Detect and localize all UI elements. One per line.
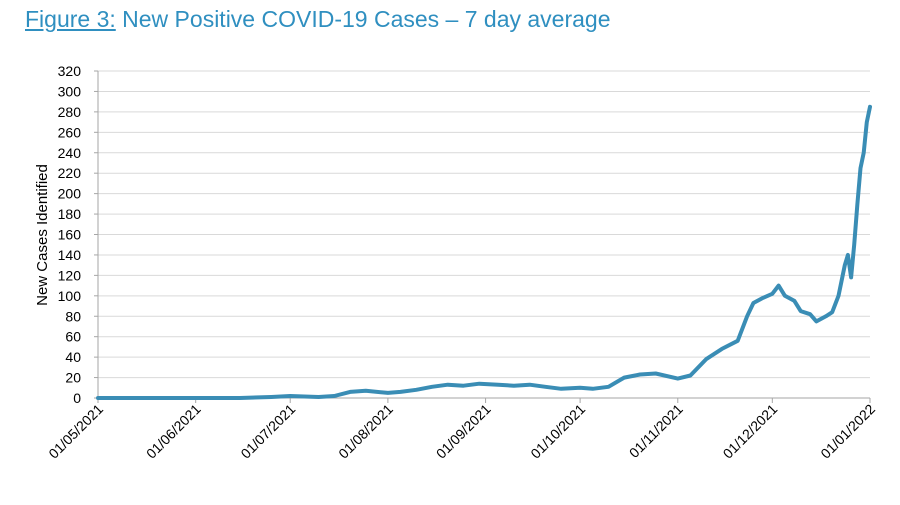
y-tick-label: 180 xyxy=(58,206,82,222)
x-tick-label: 01/09/2021 xyxy=(433,401,494,462)
x-tick-label: 01/10/2021 xyxy=(527,401,588,462)
x-axis-ticks: 01/05/2021 01/06/2021 01/07/2021 01/08/2021… xyxy=(45,398,878,462)
y-tick-label: 300 xyxy=(58,83,82,99)
figure-label: Figure 3: xyxy=(25,6,116,32)
y-tick-label: 240 xyxy=(58,145,82,161)
y-tick-label: 140 xyxy=(58,247,82,263)
x-tick-label: 01/12/2021 xyxy=(720,401,781,462)
y-tick-label: 40 xyxy=(65,349,81,365)
gridlines xyxy=(98,70,870,379)
y-tick-label: 160 xyxy=(58,227,82,243)
y-tick-label: 200 xyxy=(58,186,82,202)
x-tick-label: 01/06/2021 xyxy=(143,401,204,462)
x-tick-label: 01/01/2022 xyxy=(817,401,878,462)
chart-title: Figure 3: New Positive COVID-19 Cases – … xyxy=(25,6,611,33)
y-tick-label: 100 xyxy=(58,288,82,304)
y-tick-label: 80 xyxy=(65,308,81,324)
y-axis-ticks: 0 20 40 60 80 100 120 140 160 180 200 220 240 260 280 3… xyxy=(58,63,98,406)
y-tick-label: 220 xyxy=(58,165,82,181)
x-tick-label: 01/08/2021 xyxy=(335,401,396,462)
x-tick-label: 01/11/2021 xyxy=(626,401,686,461)
x-tick-label: 01/05/2021 xyxy=(45,401,106,462)
y-tick-label: 60 xyxy=(65,329,81,345)
y-axis-title: New Cases Identified xyxy=(34,164,51,306)
y-tick-label: 0 xyxy=(73,390,81,406)
x-tick-label: 01/07/2021 xyxy=(237,401,298,462)
series-line xyxy=(96,104,872,400)
y-tick-label: 320 xyxy=(58,63,82,79)
y-tick-label: 120 xyxy=(58,267,82,283)
y-tick-label: 280 xyxy=(58,104,82,120)
y-tick-label: 260 xyxy=(58,124,82,140)
figure-title: New Positive COVID-19 Cases – 7 day aver… xyxy=(122,6,611,32)
y-tick-label: 20 xyxy=(65,370,81,386)
